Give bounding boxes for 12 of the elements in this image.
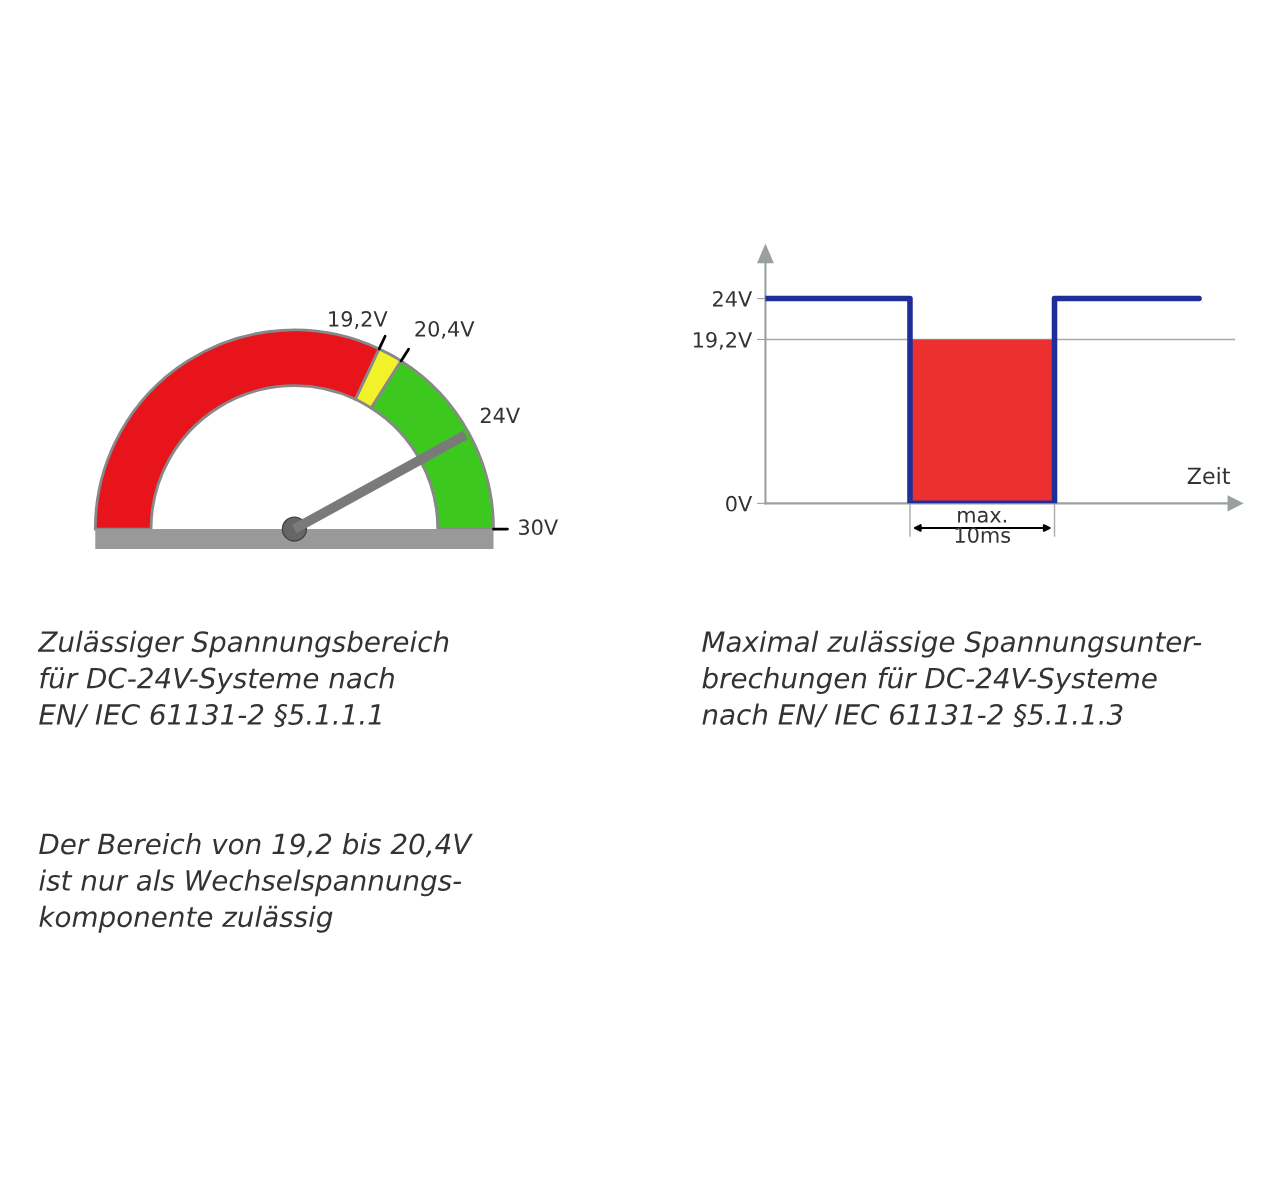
x-axis-title: Zeit xyxy=(1187,467,1230,485)
y-tick-label: 24V xyxy=(713,290,753,307)
y-tick-label: 0V xyxy=(726,495,753,512)
slice-label: 20,4V xyxy=(415,320,475,339)
text: 24V xyxy=(480,407,520,424)
text: max. 10ms xyxy=(955,510,1011,543)
text: Der Bereich von 19,2 bis 20,4V ist nur als Wechselspannungs- komponente zulässig xyxy=(39,833,473,933)
text: Zulässiger Spannungsbereich für DC-24V-Systeme nach EN/ IEC 61131-2 §5.1.1.1 xyxy=(37,630,449,728)
y-tick-label: 19,2V xyxy=(693,331,753,350)
slice-label: 30V xyxy=(518,519,558,536)
text: Maximal zulässige Spannungsunter- brechungen für DC-24V-Systeme nach EN/ IEC 61131-2 §5.1.1.3 xyxy=(702,630,1202,728)
slice-label: 19,2V xyxy=(329,311,388,329)
